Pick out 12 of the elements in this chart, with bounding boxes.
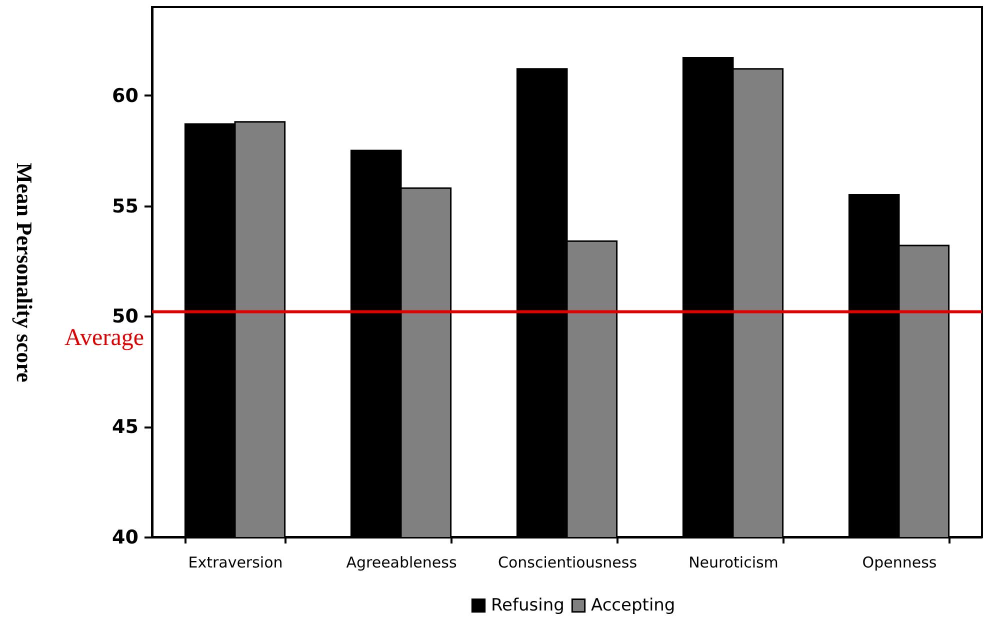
x-tick-label: Extraversion (188, 554, 283, 572)
y-tick-label: 60 (112, 84, 138, 107)
y-tick-label: 55 (112, 195, 138, 218)
y-axis-title: Mean Personality score (12, 162, 38, 382)
x-tick-label: Neuroticism (688, 554, 778, 572)
legend-label: Accepting (591, 596, 676, 616)
x-tick-label: Agreeableness (346, 554, 457, 572)
x-tick-label: Openness (862, 554, 937, 572)
x-tick-label: Conscientiousness (498, 554, 638, 572)
legend-label: Refusing (491, 596, 564, 616)
y-tick-label: 45 (112, 416, 138, 438)
y-tick-label: 40 (112, 526, 138, 548)
